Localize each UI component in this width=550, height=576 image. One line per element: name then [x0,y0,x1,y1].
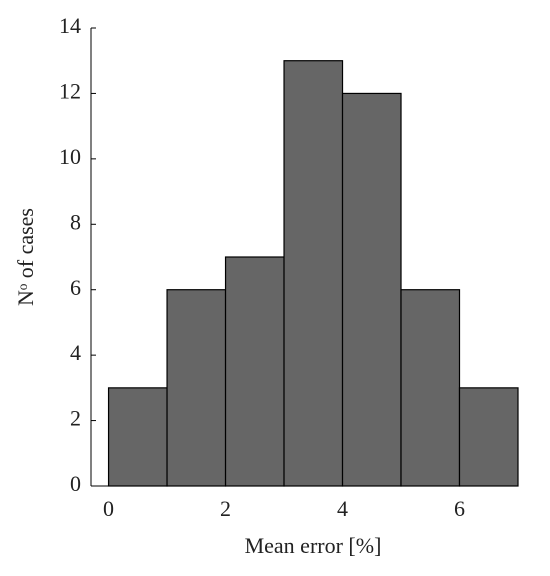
y-tick-label: 12 [59,78,81,103]
y-tick-label: 14 [59,13,81,38]
y-tick-label: 0 [70,471,81,496]
bar [166,289,227,487]
x-tick-label: 6 [454,496,465,521]
bar [341,92,402,487]
y-tick-label: 10 [59,144,81,169]
bar [283,60,344,487]
y-tick-label: 4 [70,340,81,365]
bar [458,387,519,487]
x-tick-label: 2 [220,496,231,521]
x-tick-label: 4 [337,496,348,521]
x-tick-label: 0 [103,496,114,521]
bar [400,289,461,487]
y-tick-label: 6 [70,275,81,300]
y-axis-label: Nᵒ of cases [13,208,38,306]
bar [107,387,168,487]
y-tick-label: 2 [70,406,81,431]
x-axis-label: Mean error [%] [245,533,382,558]
bar [224,256,285,487]
y-tick-label: 8 [70,209,81,234]
